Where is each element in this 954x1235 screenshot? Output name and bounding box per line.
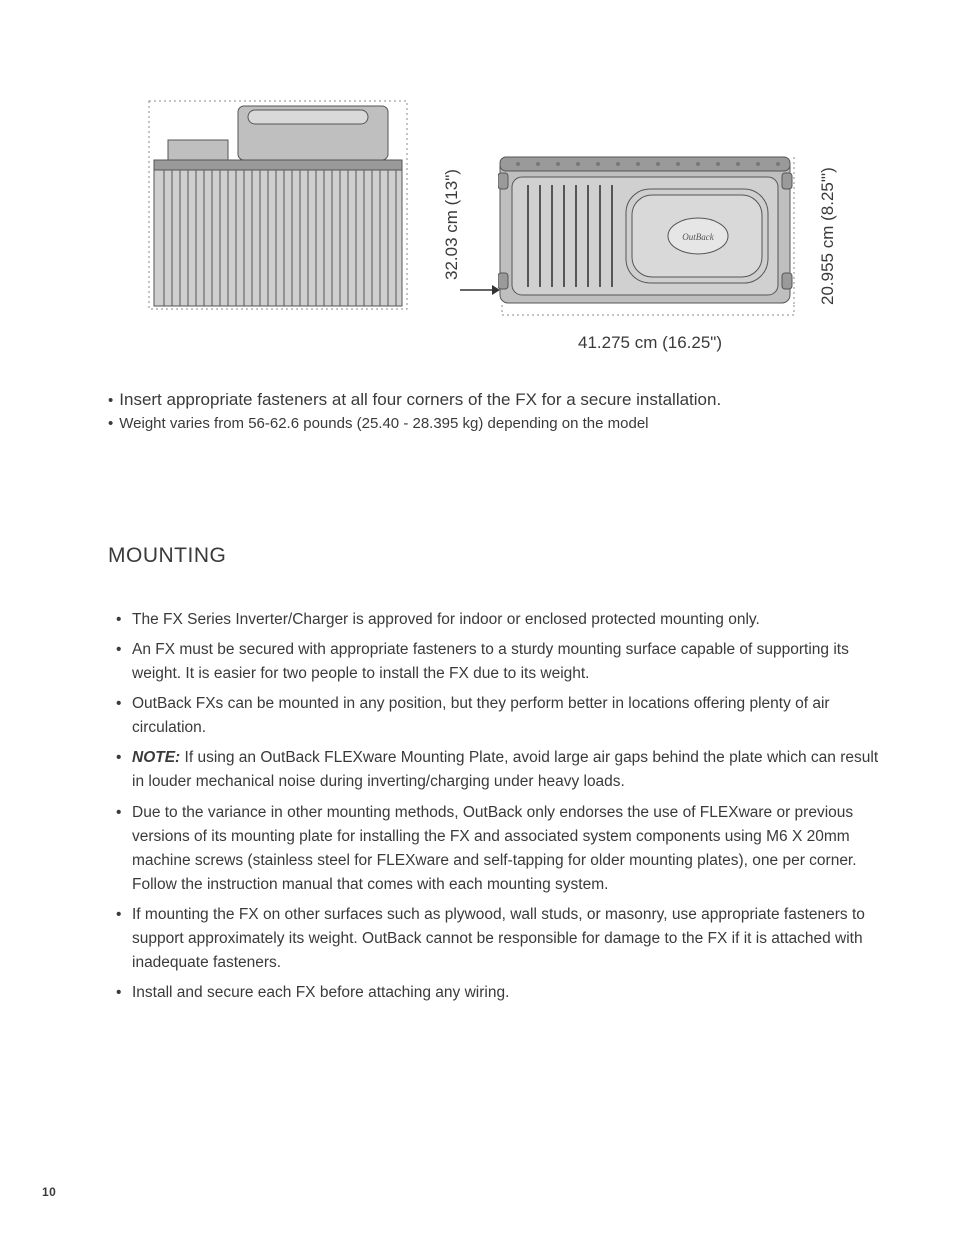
dimensions-figure: 32.03 cm (13") xyxy=(128,100,894,360)
list-item: Install and secure each FX before attach… xyxy=(116,981,894,1005)
bullet-dot: • xyxy=(108,413,113,435)
list-item: If mounting the FX on other surfaces suc… xyxy=(116,903,894,975)
mounting-list: The FX Series Inverter/Charger is approv… xyxy=(108,608,894,1004)
list-item: The FX Series Inverter/Charger is approv… xyxy=(116,608,894,632)
dim-top-height: 20.955 cm (8.25"') xyxy=(818,167,838,305)
dim-side-height: 32.03 cm (13") xyxy=(442,169,462,280)
list-item: Due to the variance in other mounting me… xyxy=(116,801,894,897)
page-number: 10 xyxy=(42,1185,56,1199)
list-item: An FX must be secured with appropriate f… xyxy=(116,638,894,686)
dim-top-width: 41.275 cm (16.25") xyxy=(578,333,722,353)
bullet-dot: • xyxy=(108,390,113,412)
section-heading-mounting: MOUNTING xyxy=(108,544,894,568)
svg-text:OutBack: OutBack xyxy=(682,232,714,242)
list-item: OutBack FXs can be mounted in any positi… xyxy=(116,692,894,740)
list-item: NOTE: If using an OutBack FLEXware Mount… xyxy=(116,746,894,794)
device-side-view xyxy=(148,100,408,315)
device-top-view: OutBack xyxy=(498,155,798,320)
view-arrow-icon xyxy=(458,280,500,300)
figure-note-2: Weight varies from 56-62.6 pounds (25.40… xyxy=(119,413,648,435)
figure-note-1: Insert appropriate fasteners at all four… xyxy=(119,388,721,413)
figure-notes: • Insert appropriate fasteners at all fo… xyxy=(108,388,894,434)
